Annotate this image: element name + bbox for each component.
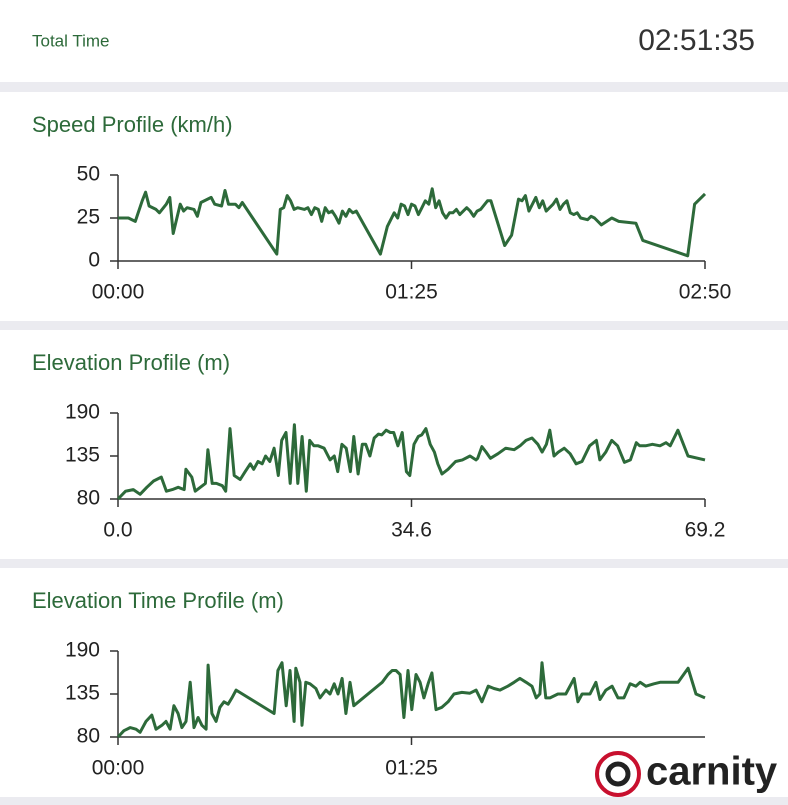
x-tick-label: 0.0	[103, 519, 132, 542]
y-tick-label: 0	[88, 249, 100, 272]
logo-text: carnity	[646, 750, 778, 794]
x-tick-label: 00:00	[92, 281, 145, 304]
y-tick-label: 50	[77, 163, 100, 186]
y-tick-label: 80	[77, 725, 100, 748]
y-tick-label: 25	[77, 206, 100, 229]
x-tick-label: 34.6	[391, 519, 432, 542]
x-tick-label: 01:25	[385, 757, 438, 780]
logo-icon	[595, 751, 641, 797]
data-line	[116, 423, 706, 501]
x-tick-label: 01:25	[385, 281, 438, 304]
x-tick-label: 00:00	[92, 757, 145, 780]
x-tick-label: 69.2	[685, 519, 726, 542]
summary-label: Total Time	[32, 31, 109, 50]
data-line	[118, 187, 707, 258]
x-tick-label: 02:50	[679, 281, 732, 304]
chart-title: Elevation Profile (m)	[32, 350, 230, 375]
chart-title: Speed Profile (km/h)	[32, 112, 233, 137]
y-tick-label: 80	[77, 487, 100, 510]
chart-title: Elevation Time Profile (m)	[32, 588, 284, 613]
y-tick-label: 135	[65, 682, 100, 705]
y-tick-label: 190	[65, 401, 100, 424]
y-tick-label: 135	[65, 444, 100, 467]
y-tick-label: 190	[65, 639, 100, 662]
summary-value: 02:51:35	[638, 24, 755, 57]
summary-card	[0, 0, 788, 82]
logo-icon-inner	[605, 761, 631, 787]
data-line	[116, 661, 706, 739]
chart-card	[0, 92, 788, 321]
logo: carnity	[595, 750, 778, 797]
